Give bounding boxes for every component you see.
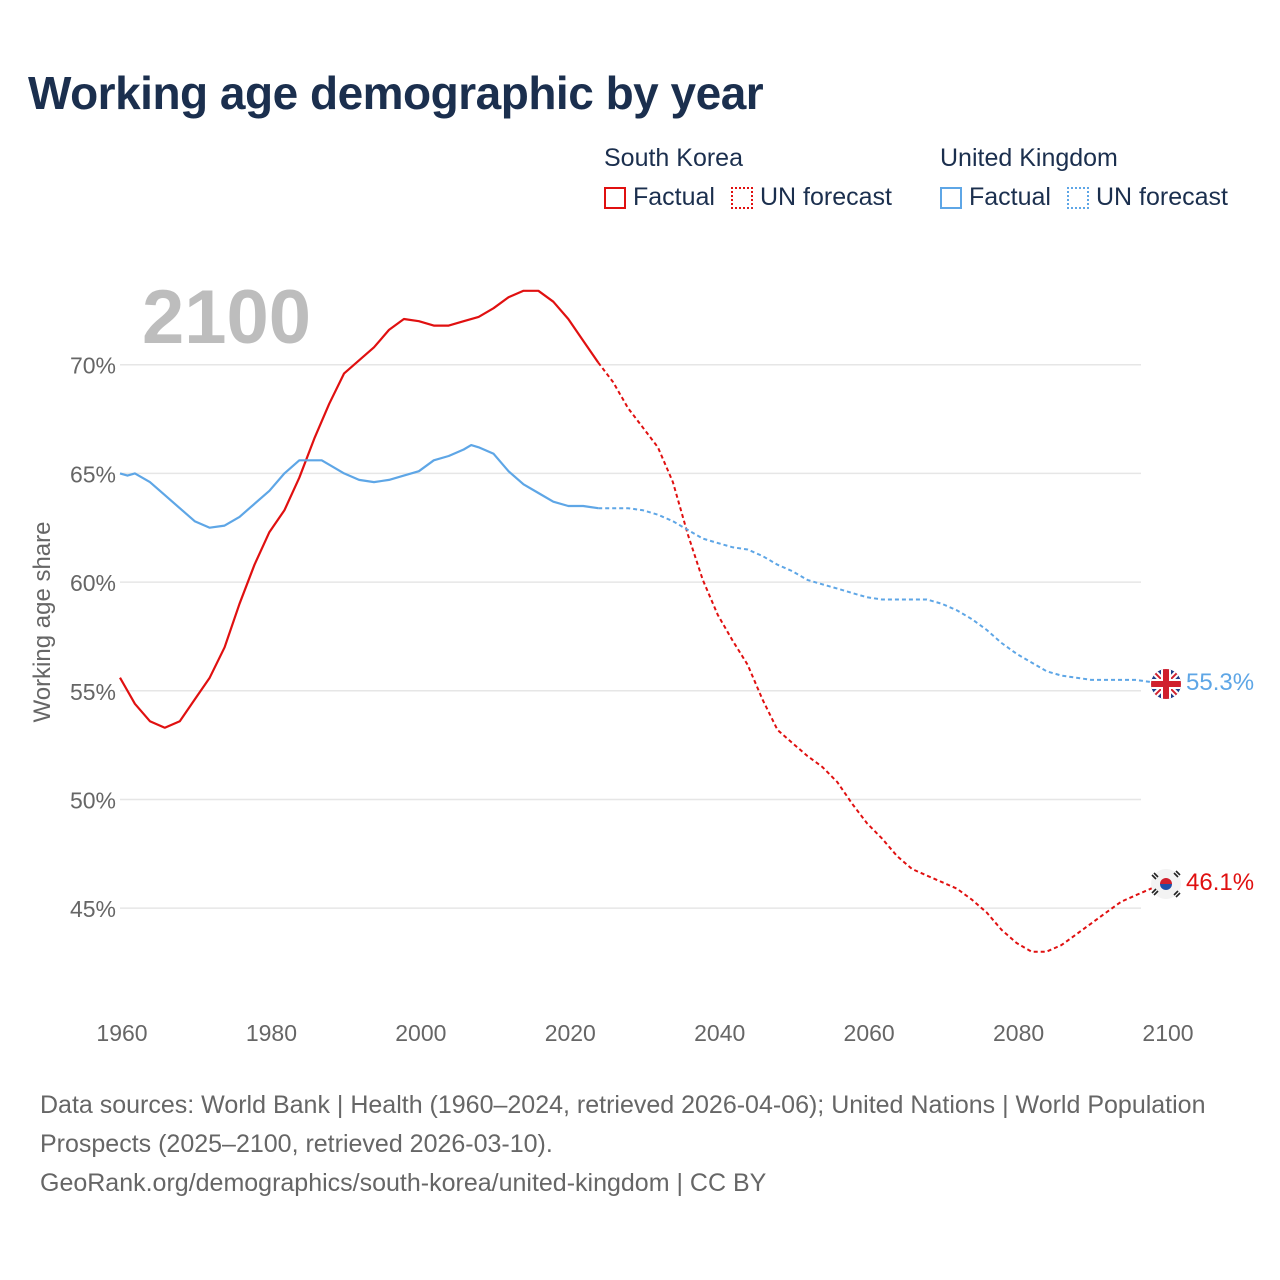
united-kingdom-forecast-line	[598, 507, 1167, 686]
y-tick-label: 50%	[70, 787, 116, 813]
south-korea-flag-icon	[1151, 869, 1181, 899]
y-tick-label: 45%	[70, 896, 116, 922]
legend-south-korea: South Korea Factual UN forecast	[604, 144, 908, 212]
footer-sources: Data sources: World Bank | Health (1960–…	[40, 1086, 1240, 1203]
y-tick-label: 60%	[70, 570, 116, 596]
gridlines	[120, 363, 1141, 909]
legend-item-forecast[interactable]: UN forecast	[1066, 183, 1228, 212]
legend-item-label: Factual	[969, 183, 1051, 211]
x-tick-label: 2000	[395, 1020, 446, 1046]
south-korea-factual-line	[119, 289, 600, 729]
y-tick-label: 65%	[70, 461, 116, 487]
legend-country-label: South Korea	[604, 144, 743, 172]
legend-item-label: UN forecast	[759, 183, 892, 211]
x-tick-label: 2080	[993, 1020, 1044, 1046]
united-kingdom-end-label: 55.3%	[1186, 669, 1254, 696]
x-tick-label: 2020	[545, 1020, 596, 1046]
year-watermark: 2100	[142, 275, 311, 360]
x-tick-label: 2040	[694, 1020, 745, 1046]
south-korea-end-label: 46.1%	[1186, 869, 1254, 896]
x-tick-label: 2060	[844, 1020, 895, 1046]
chart-title: Working age demographic by year	[28, 67, 764, 119]
legend-country-label: United Kingdom	[940, 144, 1118, 172]
x-tick-label: 1980	[246, 1020, 297, 1046]
x-tick-label: 2100	[1142, 1020, 1193, 1046]
legend-swatch-solid	[604, 186, 626, 209]
south-korea-forecast-line	[597, 361, 1167, 953]
line-chart: 2100 Working age share 45% 50% 55% 60% 65% 70…	[29, 275, 1254, 1046]
footer-attribution-link[interactable]: GeoRank.org/demographics/south-korea/uni…	[40, 1169, 767, 1197]
legend-item-factual[interactable]: Factual	[604, 183, 715, 212]
legend-item-label: Factual	[633, 183, 715, 211]
legend-item-label: UN forecast	[1095, 183, 1228, 211]
y-axis-label: Working age share	[29, 522, 56, 723]
footer-sources-text: Data sources: World Bank | Health (1960–…	[40, 1091, 1206, 1158]
y-tick-label: 70%	[70, 353, 116, 379]
united-kingdom-flag-icon	[1151, 669, 1181, 699]
x-tick-label: 1960	[96, 1020, 147, 1046]
legend-swatch-dotted	[1066, 186, 1089, 209]
legend-swatch-solid	[940, 186, 962, 209]
legend-swatch-dotted	[730, 186, 753, 209]
united-kingdom-factual-line	[119, 444, 599, 529]
legend-item-factual[interactable]: Factual	[940, 183, 1051, 212]
y-tick-label: 55%	[70, 679, 116, 705]
legend-item-forecast[interactable]: UN forecast	[730, 183, 892, 212]
legend-united-kingdom: United Kingdom Factual UN forecast	[940, 144, 1244, 212]
